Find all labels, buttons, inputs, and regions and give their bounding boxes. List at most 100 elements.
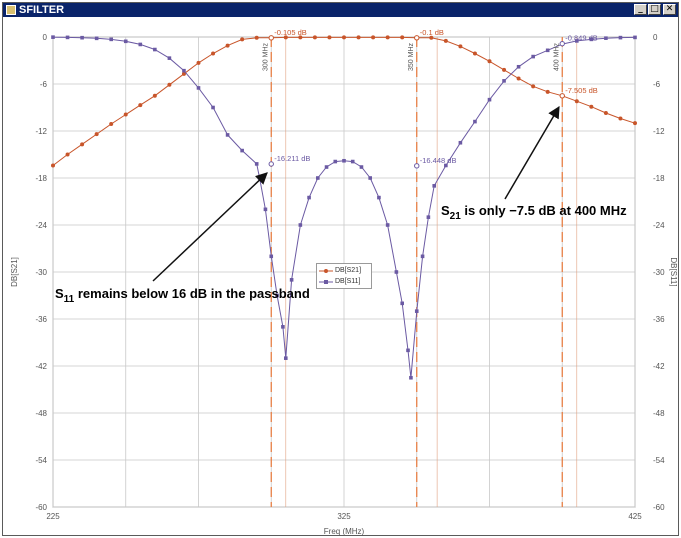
point-0-2	[80, 142, 85, 147]
legend: DB[S21] DB[S11]	[316, 263, 372, 289]
legend-item-s11: DB[S11]	[319, 277, 361, 287]
y-tick-right-10: -60	[653, 503, 665, 512]
point-0-8	[167, 82, 172, 87]
point-0-9	[181, 71, 186, 76]
close-button[interactable]: ✕	[663, 4, 676, 15]
marker-label-0: 300 MHz	[262, 43, 269, 72]
chart-svg: 0 0 -6 -6 -12 -12 -18 -18 -24 -24 -30 -30 -36 -36 -42 -…	[10, 28, 678, 536]
y-tick-left-1: -6	[40, 80, 48, 89]
point-1-7	[153, 47, 157, 52]
point-1-6	[138, 42, 143, 47]
marker-readout-s11-0: -16.211 dB	[274, 154, 310, 163]
point-0-5	[123, 112, 128, 117]
point-0-27	[443, 38, 448, 43]
y-tick-left-5: -30	[35, 268, 47, 277]
point-1-39	[426, 215, 431, 219]
y-tick-right-3: -18	[653, 174, 665, 183]
point-0-39	[618, 116, 623, 121]
point-0-22	[371, 35, 376, 40]
annotation-arrow-s11	[152, 172, 268, 282]
y-tick-right-1: -6	[653, 80, 661, 89]
point-1-11	[211, 105, 215, 110]
y-tick-right-5: -30	[653, 268, 665, 277]
marker-label-2: 400 MHz	[553, 43, 560, 72]
marker-dot-s21-1	[414, 35, 420, 41]
marker-dot-s11-1	[414, 163, 420, 169]
point-0-30	[487, 59, 492, 64]
point-1-42	[458, 140, 463, 145]
minimize-button[interactable]: _	[634, 4, 647, 15]
y-tick-right-7: -42	[653, 362, 665, 371]
point-1-30	[368, 176, 372, 180]
title-bar[interactable]: SFILTER _ □ ✕	[3, 3, 678, 17]
x-tick-0: 225	[46, 512, 60, 521]
point-1-47	[531, 54, 535, 59]
marker-readout-s21-1: -0.1 dB	[420, 28, 444, 37]
marker-dot-s11-0	[268, 161, 274, 167]
y-tick-left-4: -24	[35, 221, 47, 230]
y-tick-right-8: -48	[653, 409, 665, 418]
point-0-3	[94, 132, 99, 137]
x-axis-label: Freq (MHz)	[324, 527, 365, 536]
point-1-48	[545, 48, 550, 53]
point-1-36	[409, 375, 413, 380]
point-1-53	[618, 35, 623, 40]
point-1-19	[281, 325, 285, 329]
y-tick-right-4: -24	[653, 221, 665, 230]
point-0-4	[109, 121, 114, 126]
point-1-46	[516, 64, 521, 69]
y-tick-right-6: -36	[653, 315, 665, 324]
point-1-31	[377, 195, 381, 200]
point-1-18	[275, 293, 279, 298]
point-0-1	[65, 152, 70, 157]
point-0-12	[225, 43, 230, 48]
point-0-37	[589, 104, 594, 109]
y-tick-left-9: -54	[35, 456, 47, 465]
point-1-38	[420, 254, 425, 259]
point-0-10	[196, 60, 201, 65]
legend-swatch-s11	[319, 280, 333, 284]
point-0-13	[240, 37, 245, 42]
y-tick-right-2: -12	[653, 127, 665, 136]
point-1-34	[400, 301, 404, 306]
point-1-20	[284, 356, 288, 360]
point-1-28	[350, 159, 355, 164]
annotation-s21: S21 is only −7.5 dB at 400 MHz	[441, 203, 627, 222]
y-tick-left-7: -42	[35, 362, 47, 371]
annotation-s11: S11 remains below 16 dB in the passband	[55, 286, 310, 305]
point-1-17	[269, 254, 274, 259]
point-0-28	[458, 44, 463, 49]
point-1-51	[589, 37, 594, 42]
point-1-27	[342, 158, 346, 163]
point-1-22	[298, 223, 303, 227]
marker-readout-s11-2: -0.849 dB	[565, 34, 598, 43]
point-1-10	[196, 86, 201, 90]
legend-label-s21: DB[S21]	[334, 267, 362, 274]
point-0-6	[138, 103, 143, 108]
point-1-24	[316, 176, 320, 180]
point-1-3	[94, 36, 99, 41]
point-0-24	[400, 35, 405, 40]
point-1-2	[80, 35, 84, 40]
point-0-23	[385, 35, 390, 40]
point-0-32	[516, 76, 521, 81]
point-0-0	[51, 163, 55, 168]
point-0-38	[603, 110, 608, 115]
point-0-36	[574, 99, 579, 104]
y-tick-left-3: -18	[35, 174, 47, 183]
point-0-17	[298, 35, 303, 40]
marker-label-1: 350 MHz	[408, 43, 415, 72]
point-1-35	[406, 348, 410, 353]
point-1-5	[123, 39, 128, 44]
point-1-44	[487, 97, 492, 102]
y-tick-left-6: -36	[35, 315, 47, 324]
y-axis-label-left: DB[S21]	[10, 257, 19, 287]
point-1-0	[51, 35, 55, 39]
point-0-33	[531, 84, 536, 89]
point-0-7	[152, 93, 157, 98]
point-1-25	[324, 165, 329, 169]
point-0-31	[502, 67, 507, 72]
maximize-button[interactable]: □	[648, 4, 661, 15]
point-0-11	[211, 51, 216, 56]
